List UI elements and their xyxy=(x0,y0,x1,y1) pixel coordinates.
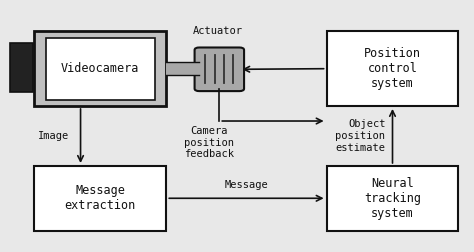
Bar xyxy=(46,38,155,100)
FancyBboxPatch shape xyxy=(195,47,244,91)
Text: Actuator: Actuator xyxy=(193,26,243,36)
Bar xyxy=(327,31,458,106)
Text: Position
control
system: Position control system xyxy=(364,47,421,90)
Text: Camera
position
feedback: Camera position feedback xyxy=(184,126,234,159)
Text: Neural
tracking
system: Neural tracking system xyxy=(364,177,421,220)
Bar xyxy=(35,166,166,231)
Text: Message: Message xyxy=(225,180,268,190)
Bar xyxy=(35,31,166,106)
Bar xyxy=(327,166,458,231)
Text: Message
extraction: Message extraction xyxy=(65,184,136,212)
Text: Object
position
estimate: Object position estimate xyxy=(336,119,385,152)
Text: Videocamera: Videocamera xyxy=(61,62,139,75)
Bar xyxy=(10,43,34,92)
Text: Image: Image xyxy=(37,131,69,141)
